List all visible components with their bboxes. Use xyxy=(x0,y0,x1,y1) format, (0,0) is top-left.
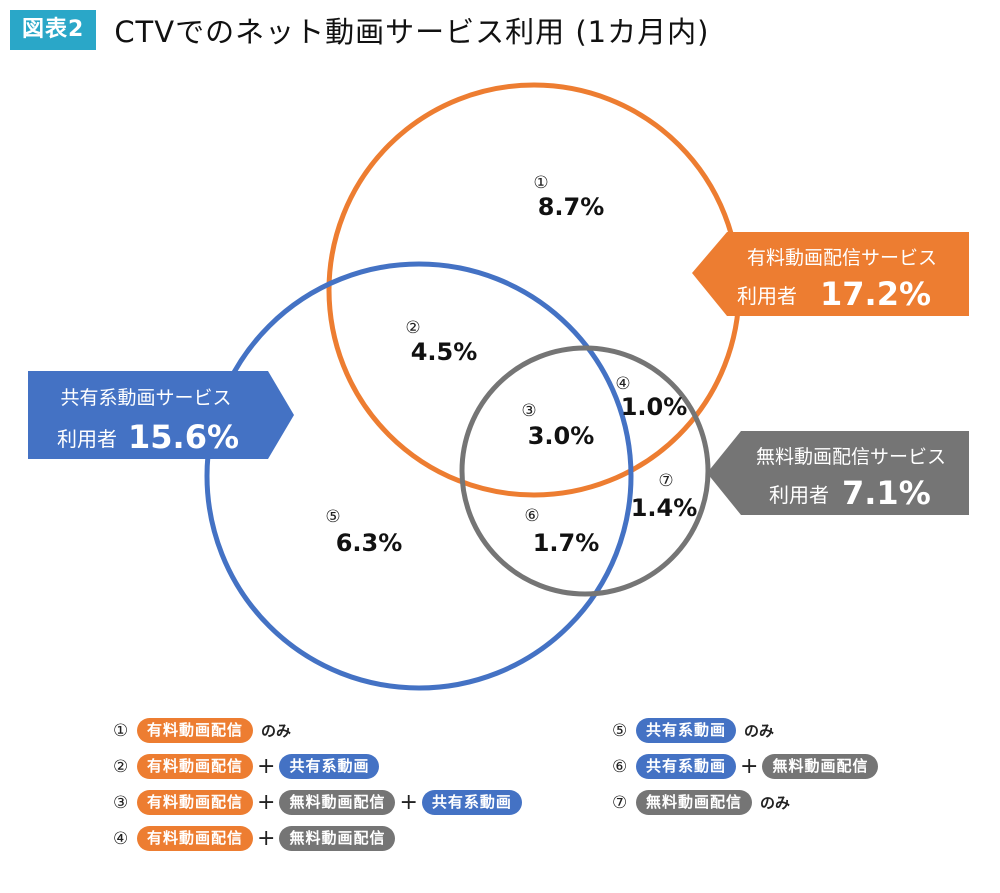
page-title: CTVでのネット動画サービス利用 (1カ月内) xyxy=(114,15,710,49)
pill-paid: 有料動画配信 xyxy=(137,826,254,851)
region-percentage: 1.7% xyxy=(533,529,600,557)
pill-free: 無料動画配信 xyxy=(762,754,879,779)
region-number: ⑦ xyxy=(658,471,673,491)
pill-free: 無料動画配信 xyxy=(279,790,396,815)
legend-only: のみ xyxy=(760,794,791,812)
region-number: ⑥ xyxy=(524,506,539,526)
region-5: ⑤ 6.3% xyxy=(325,507,402,557)
region-number: ① xyxy=(533,173,548,193)
region-percentage: 8.7% xyxy=(538,193,605,221)
region-1: ① 8.7% xyxy=(533,173,604,221)
legend-number: ④ xyxy=(113,828,129,849)
pill-shared: 共有系動画 xyxy=(279,754,380,779)
pill-paid: 有料動画配信 xyxy=(137,718,254,743)
legend-item-2: ② 有料動画配信 + 共有系動画 xyxy=(113,754,380,779)
shared-callout: 共有系動画サービス 利用者 15.6% xyxy=(28,371,294,459)
legend-number: ③ xyxy=(113,792,129,813)
region-number: ④ xyxy=(615,374,630,394)
pill-shared: 共有系動画 xyxy=(421,790,522,815)
plus-sign: + xyxy=(257,826,276,851)
region-percentage: 3.0% xyxy=(528,422,595,450)
region-3: ③ 3.0% xyxy=(521,401,594,450)
header: 図表2 CTVでのネット動画サービス利用 (1カ月内) xyxy=(10,10,709,50)
pill-paid: 有料動画配信 xyxy=(137,754,254,779)
legend-item-1: ① 有料動画配信 のみ xyxy=(113,718,291,743)
shared-callout-pct: 15.6% xyxy=(128,418,239,456)
free-callout-prefix: 利用者 xyxy=(769,483,829,507)
shared-callout-name: 共有系動画サービス xyxy=(60,387,231,409)
region-percentage: 4.5% xyxy=(411,338,478,366)
shared-callout-prefix: 利用者 xyxy=(57,427,117,451)
pill-free: 無料動画配信 xyxy=(279,826,396,851)
legend-item-3: ③ 有料動画配信 + 無料動画配信 + 共有系動画 xyxy=(113,790,522,815)
free-callout-name: 無料動画配信サービス xyxy=(756,446,946,468)
region-number: ⑤ xyxy=(325,507,340,527)
free-callout-pct: 7.1% xyxy=(842,474,931,512)
legend-item-6: ⑥ 共有系動画 + 無料動画配信 xyxy=(612,754,879,779)
region-4: ④ 1.0% xyxy=(615,374,687,421)
legend-number: ① xyxy=(113,720,129,741)
region-7: ⑦ 1.4% xyxy=(631,471,698,522)
region-number: ② xyxy=(405,318,420,338)
free-callout: 無料動画配信サービス 利用者 7.1% xyxy=(707,431,969,515)
paid-callout-name: 有料動画配信サービス xyxy=(747,247,937,269)
pill-shared: 共有系動画 xyxy=(636,754,737,779)
region-2: ② 4.5% xyxy=(405,318,477,366)
pill-free: 無料動画配信 xyxy=(636,790,753,815)
plus-sign: + xyxy=(257,790,276,815)
plus-sign: + xyxy=(740,754,759,779)
paid-callout-pct: 17.2% xyxy=(820,275,931,313)
region-percentage: 6.3% xyxy=(336,529,403,557)
legend-item-7: ⑦ 無料動画配信 のみ xyxy=(612,790,790,815)
legend-only: のみ xyxy=(744,722,775,740)
pill-shared: 共有系動画 xyxy=(636,718,737,743)
plus-sign: + xyxy=(399,790,418,815)
legend-item-5: ⑤ 共有系動画 のみ xyxy=(612,718,774,743)
legend-only: のみ xyxy=(261,722,292,740)
region-number: ③ xyxy=(521,401,536,421)
shared-callout-shape xyxy=(28,371,294,459)
shared-circle xyxy=(204,261,634,691)
legend-number: ⑤ xyxy=(612,720,628,741)
region-6: ⑥ 1.7% xyxy=(524,506,599,557)
paid-callout-prefix: 利用者 xyxy=(737,284,797,308)
legend-item-4: ④ 有料動画配信 + 無料動画配信 xyxy=(113,826,396,851)
paid-callout: 有料動画配信サービス 利用者 17.2% xyxy=(692,232,969,316)
paid-callout-shape xyxy=(692,232,969,316)
legend-number: ⑥ xyxy=(612,756,628,777)
legend-number: ② xyxy=(113,756,129,777)
legend-number: ⑦ xyxy=(612,792,628,813)
plus-sign: + xyxy=(257,754,276,779)
free-callout-shape xyxy=(707,431,969,515)
free-circle xyxy=(459,345,711,597)
region-percentage: 1.4% xyxy=(631,494,698,522)
figure-badge: 図表2 xyxy=(10,10,97,50)
pill-paid: 有料動画配信 xyxy=(137,790,254,815)
region-percentage: 1.0% xyxy=(621,393,688,421)
